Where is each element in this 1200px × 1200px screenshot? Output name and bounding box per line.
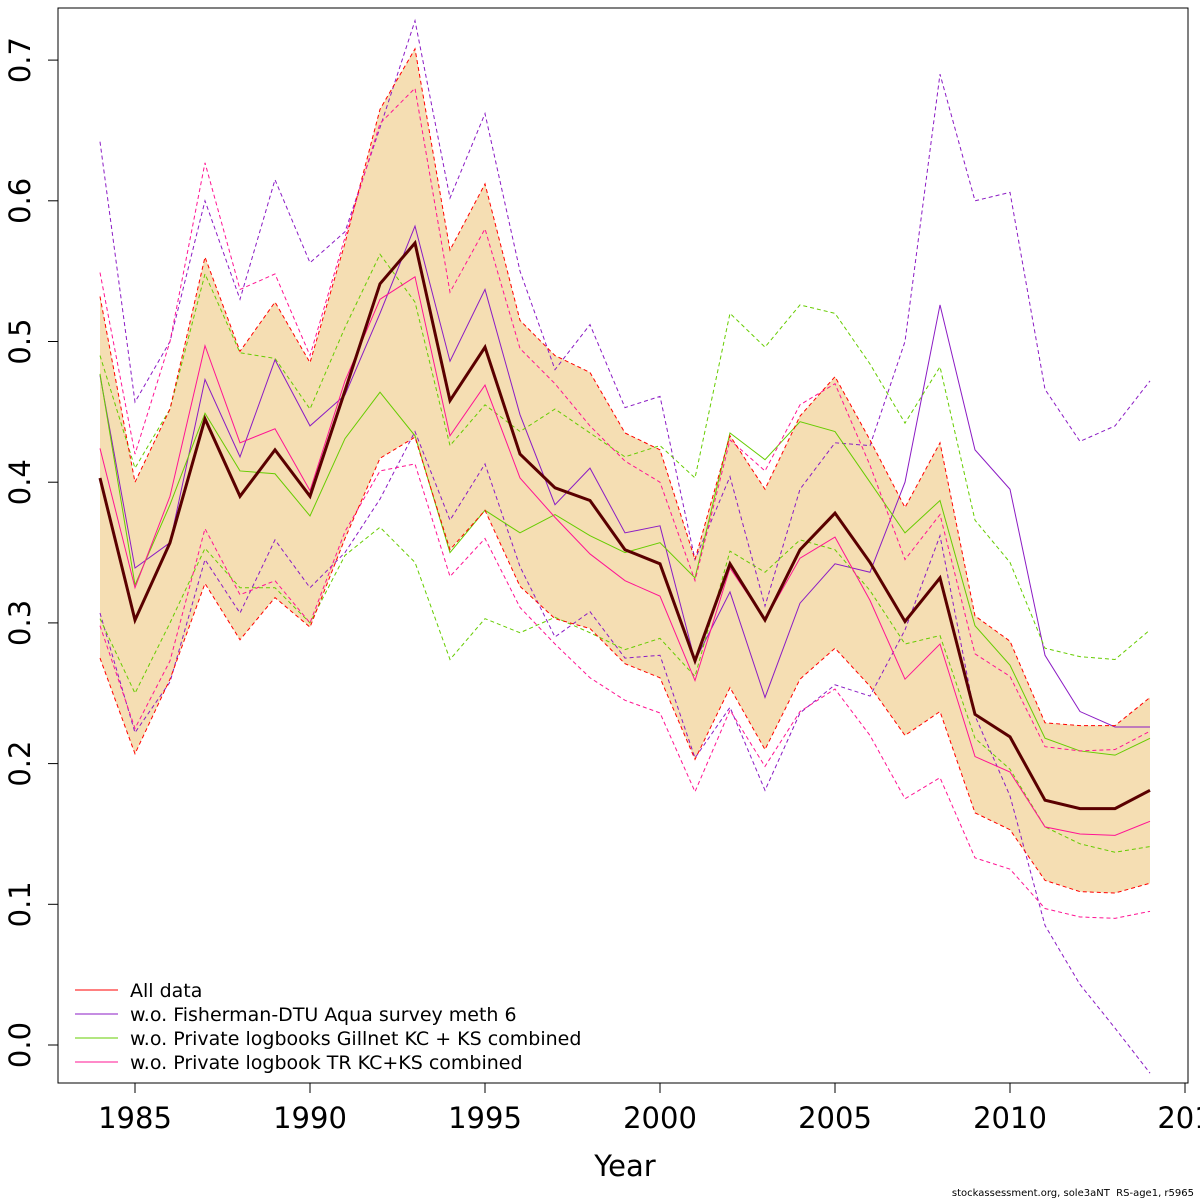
legend-label: w.o. Private logbooks Gillnet KC + KS co… xyxy=(130,1028,581,1050)
series-3-upper-ci xyxy=(99,87,1151,752)
series-3-line xyxy=(99,275,1151,836)
legend-label: w.o. Private logbook TR KC+KS combined xyxy=(130,1052,523,1074)
y-tick-label: 0.5 xyxy=(3,318,37,364)
series-1-lower-ci xyxy=(99,430,1151,1074)
series-2-lower-ci xyxy=(99,526,1151,853)
x-tick-label: 1985 xyxy=(98,1101,172,1135)
y-tick-label: 0.2 xyxy=(3,741,37,787)
series-0-upper-ci xyxy=(99,47,1151,727)
footer-credit: stockassessment.org, sole3aNT RS-age1, r… xyxy=(952,1188,1194,1199)
confidence-band-layer xyxy=(100,48,1150,894)
x-axis-label: Year xyxy=(593,1149,655,1183)
y-tick-label: 0.6 xyxy=(3,178,37,224)
series-0-line xyxy=(98,239,1151,811)
y-tick-label: 0.0 xyxy=(3,1022,37,1068)
x-tick-label: 2000 xyxy=(623,1101,697,1135)
confidence-band-all-data xyxy=(100,48,1150,894)
x-tick-label: 1995 xyxy=(448,1101,522,1135)
x-tick-label: 201 xyxy=(1157,1101,1200,1135)
y-axis: 0.0 0.1 0.2 0.3 0.4 0.5 0.6 0.7 xyxy=(3,37,59,1068)
series-2-upper-ci xyxy=(99,253,1151,660)
y-tick-label: 0.3 xyxy=(3,600,37,646)
y-tick-label: 0.4 xyxy=(3,459,37,505)
y-tick-label: 0.1 xyxy=(3,881,37,927)
series-1-upper-ci xyxy=(99,18,1151,608)
x-tick-label: 2005 xyxy=(798,1101,872,1135)
series-3-lower-ci xyxy=(99,463,1151,919)
series-1-line xyxy=(99,224,1150,728)
x-axis: 1985 1990 1995 2000 2005 2010 201 xyxy=(98,1082,1200,1135)
legend-label: All data xyxy=(130,980,202,1002)
series-lines-layer xyxy=(98,18,1151,1074)
series-2-line xyxy=(99,373,1151,756)
x-tick-label: 1990 xyxy=(273,1101,347,1135)
legend-label: w.o. Fisherman-DTU Aqua survey meth 6 xyxy=(130,1004,517,1026)
series-0-lower-ci xyxy=(99,436,1151,894)
x-tick-label: 2010 xyxy=(973,1101,1047,1135)
y-tick-label: 0.7 xyxy=(3,37,37,83)
